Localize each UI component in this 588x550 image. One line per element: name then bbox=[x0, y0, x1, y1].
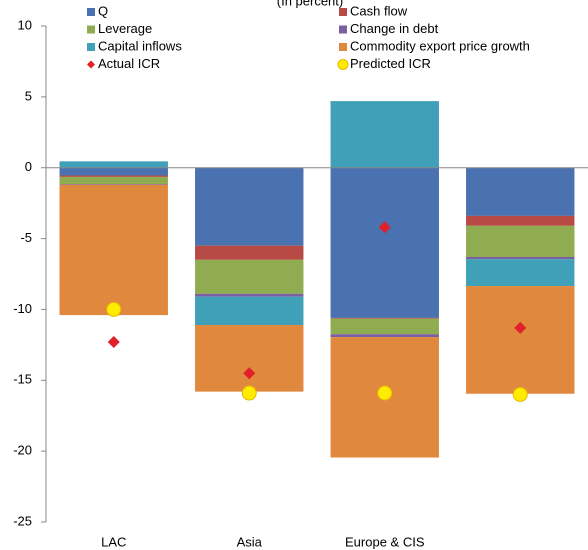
bar-segment bbox=[195, 325, 304, 392]
y-tick-label: -5 bbox=[20, 230, 32, 245]
bar-segment bbox=[466, 286, 575, 394]
y-tick-label: -20 bbox=[13, 443, 32, 458]
legend-swatch bbox=[87, 43, 95, 51]
y-tick-label: 0 bbox=[25, 159, 32, 174]
x-tick-label: LAC bbox=[101, 534, 126, 549]
bar-segment bbox=[466, 167, 575, 216]
bar-segment bbox=[195, 296, 304, 326]
bar-segment bbox=[330, 101, 439, 168]
y-tick-label: 10 bbox=[18, 17, 32, 32]
bar-segment bbox=[466, 256, 575, 260]
y-tick-label: 5 bbox=[25, 88, 32, 103]
bar-segment bbox=[59, 161, 168, 168]
bar-segment bbox=[466, 215, 575, 226]
bar-segment bbox=[195, 293, 304, 297]
bar-segment bbox=[59, 176, 168, 185]
predicted-marker bbox=[241, 385, 257, 401]
legend-label: Q bbox=[98, 3, 108, 18]
actual-marker bbox=[514, 321, 527, 334]
chart-title: (In percent) bbox=[277, 0, 343, 8]
predicted-marker bbox=[377, 385, 393, 401]
legend-label: Change in debt bbox=[350, 21, 439, 36]
legend-label: Capital inflows bbox=[98, 38, 182, 53]
legend-label: Cash flow bbox=[350, 3, 408, 18]
legend-swatch bbox=[339, 25, 347, 34]
bar-segment bbox=[59, 175, 168, 177]
bar-segment bbox=[59, 167, 168, 176]
bar-segment bbox=[195, 167, 304, 246]
legend-label: Actual ICR bbox=[98, 56, 160, 71]
legend-swatch bbox=[87, 25, 95, 34]
bar-segment bbox=[466, 259, 575, 287]
legend-swatch bbox=[337, 59, 349, 70]
legend-swatch bbox=[339, 43, 347, 51]
x-tick-label: Europe & CIS bbox=[345, 534, 425, 549]
legend-swatch bbox=[87, 8, 95, 16]
bar-segment bbox=[330, 317, 439, 319]
predicted-marker bbox=[512, 386, 528, 402]
predicted-marker bbox=[106, 301, 122, 317]
actual-marker bbox=[243, 367, 256, 380]
legend-label: Predicted ICR bbox=[350, 56, 431, 71]
actual-marker bbox=[107, 336, 120, 349]
bar-segment bbox=[330, 318, 439, 335]
y-tick-label: -15 bbox=[13, 372, 32, 387]
bar-segment bbox=[330, 167, 439, 318]
bar-segment bbox=[195, 245, 304, 260]
bar-segment bbox=[59, 184, 168, 185]
legend-label: Leverage bbox=[98, 21, 152, 36]
legend-swatch bbox=[339, 8, 347, 16]
bar-segment bbox=[59, 184, 168, 316]
bar-segment bbox=[466, 225, 575, 257]
y-tick-label: -10 bbox=[13, 301, 32, 316]
y-tick-label: -25 bbox=[13, 513, 32, 528]
bar-segment bbox=[195, 259, 304, 294]
actual-marker bbox=[378, 221, 391, 234]
x-tick-label: Asia bbox=[237, 534, 263, 549]
legend-swatch bbox=[87, 60, 95, 69]
legend-label: Commodity export price growth bbox=[350, 38, 530, 53]
bar-segment bbox=[330, 334, 439, 338]
